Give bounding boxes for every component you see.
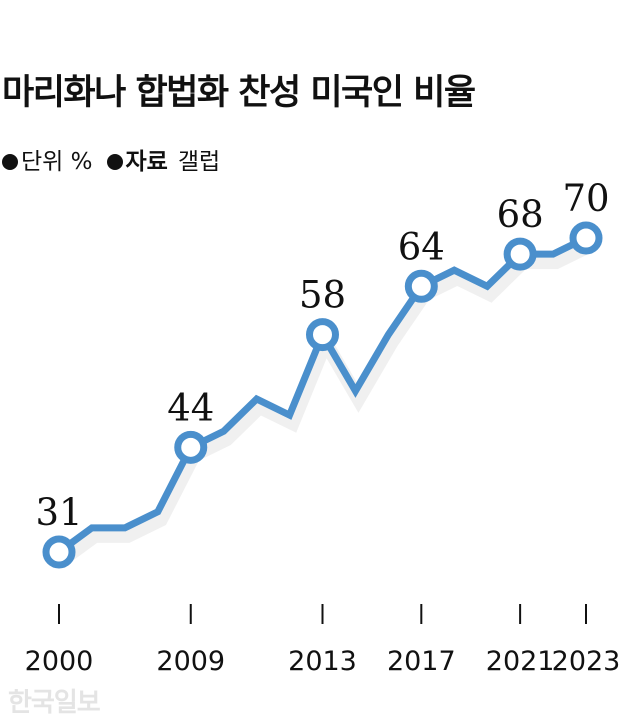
data-label-2023: 70 bbox=[562, 177, 609, 220]
data-point-2023 bbox=[569, 221, 603, 255]
data-point-2021 bbox=[503, 237, 537, 271]
bullet-icon bbox=[2, 154, 18, 170]
unit-label: 단위 bbox=[21, 149, 64, 175]
data-label-2021: 68 bbox=[497, 193, 544, 236]
watermark-logo: 한국일보 bbox=[8, 688, 101, 718]
chart-meta: 단위 % 자료 갤럽 bbox=[2, 142, 220, 176]
tick-label-2009: 2009 bbox=[156, 646, 225, 677]
tick-label-2013: 2013 bbox=[288, 646, 357, 677]
tick-label-2021: 2021 bbox=[486, 646, 555, 677]
source-label: 자료 bbox=[125, 149, 168, 175]
data-label-2009: 44 bbox=[167, 386, 214, 429]
tick-label-2023: 2023 bbox=[552, 646, 621, 677]
tick-label-2000: 2000 bbox=[25, 646, 94, 677]
data-point-2013 bbox=[306, 318, 339, 352]
data-point-2017 bbox=[404, 269, 438, 303]
data-point-2009 bbox=[174, 430, 208, 464]
unit-value: % bbox=[70, 149, 93, 175]
unit-info: 단위 % bbox=[2, 142, 93, 176]
data-label-2013: 58 bbox=[299, 274, 346, 317]
tick-label-2017: 2017 bbox=[387, 646, 456, 677]
data-point-2000 bbox=[42, 535, 76, 569]
chart-title: 마리화나 합법화 찬성 미국인 비율 bbox=[2, 73, 476, 113]
bullet-icon bbox=[106, 154, 123, 170]
source-value: 갤럽 bbox=[177, 149, 221, 175]
data-label-2000: 31 bbox=[35, 491, 82, 534]
data-label-2017: 64 bbox=[398, 225, 445, 268]
source-info: 자료 갤럽 bbox=[106, 142, 221, 176]
